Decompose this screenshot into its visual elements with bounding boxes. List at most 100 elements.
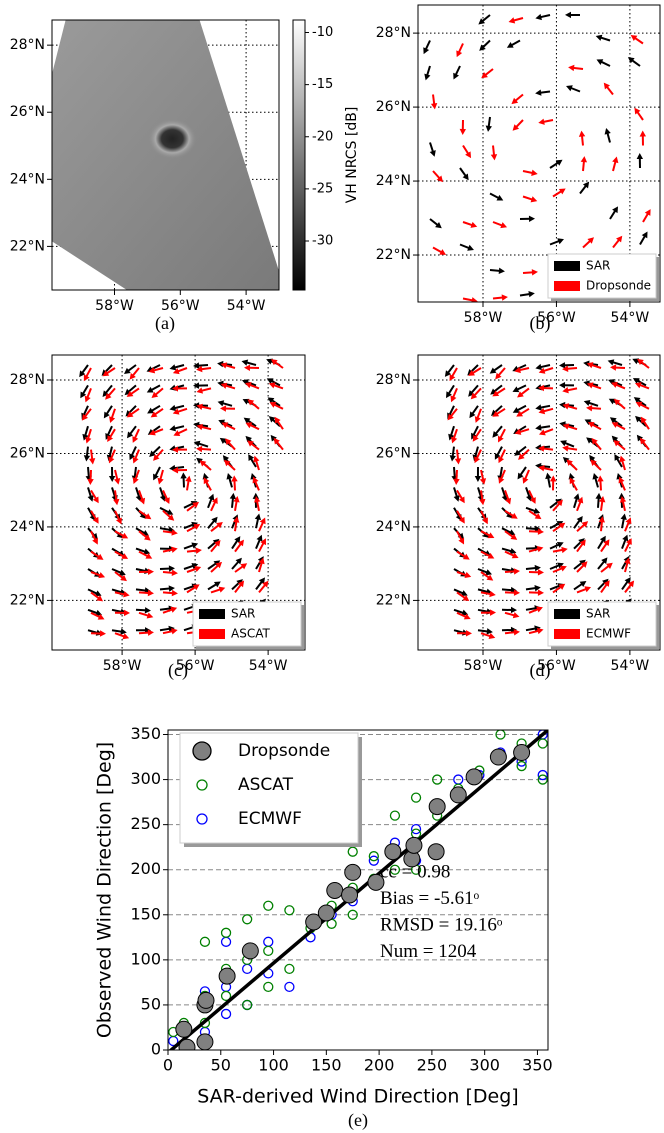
arrow-head [620, 513, 627, 520]
x-tick-label: 150 [311, 1056, 342, 1075]
scatter-point [241, 942, 259, 960]
legend-swatch [554, 629, 580, 639]
arrow-head [534, 525, 541, 533]
arrow-head [613, 398, 621, 406]
arrow-head [266, 358, 273, 365]
arrow-head [132, 456, 139, 464]
arrow-head [172, 385, 179, 392]
arrow-head [556, 499, 563, 507]
legend-marker [192, 741, 212, 761]
arrow-head [157, 477, 164, 485]
arrow-head [592, 472, 599, 480]
arrow-head [171, 628, 178, 635]
arrow-head [191, 542, 199, 549]
arrow-head [640, 416, 647, 424]
arrow-head [616, 472, 623, 480]
arrow-head [632, 358, 640, 365]
arrow-head [508, 17, 516, 24]
arrow-head [457, 532, 465, 540]
y-tick-label: 300 [130, 769, 161, 788]
scatter-point [305, 913, 323, 931]
arrow-head [581, 521, 589, 528]
arrow-head [121, 532, 129, 539]
legend-label: Dropsonde [238, 741, 330, 761]
arrow-head [171, 569, 178, 576]
arrow-head [172, 467, 179, 474]
arrow-head [557, 238, 564, 245]
arrow-head [102, 370, 110, 377]
arrow-head [468, 390, 475, 397]
arrow-head [163, 497, 170, 505]
arrow-head [603, 580, 610, 587]
arrow-head [528, 290, 535, 298]
arrow-head [596, 59, 604, 65]
arrow-head [450, 395, 457, 403]
scatter-point [178, 1038, 196, 1050]
arrow-head [220, 362, 228, 369]
x-tick-label: 250 [417, 1056, 448, 1075]
arrow-head [472, 434, 479, 442]
arrow-head [462, 594, 470, 602]
arrow-head [555, 159, 563, 166]
arrow-head [121, 553, 129, 559]
arrow-head [513, 568, 520, 575]
scatter-point [384, 843, 402, 861]
arrow-head [267, 397, 275, 404]
arrow-head [618, 492, 625, 499]
arrow-head [619, 455, 626, 463]
arrow-head [126, 411, 134, 418]
colorbar-tick-label: -15 [312, 77, 333, 92]
scatter-point [513, 744, 531, 762]
arrow-head [586, 437, 593, 444]
arrow-head [116, 517, 122, 525]
arrow-head [562, 423, 570, 430]
arrow-head [87, 478, 94, 485]
arrow-head [506, 42, 514, 48]
arrow-head [451, 436, 458, 444]
arrow-head [96, 553, 104, 560]
arrow-head [560, 440, 567, 447]
x-tick-label: 200 [364, 1056, 395, 1075]
arrow-head [494, 452, 501, 460]
arrow-head [146, 386, 154, 393]
arrow-head [579, 559, 586, 566]
arrow-head [501, 294, 508, 301]
arrow-head [512, 407, 520, 413]
arrow-head [583, 360, 590, 367]
arrow-head [234, 536, 241, 543]
arrow-head [250, 472, 257, 480]
arrow-head [531, 169, 538, 176]
arrow-head [435, 222, 442, 229]
arrow-head [196, 403, 203, 410]
plot-area [168, 730, 548, 1050]
arrow-head [105, 393, 112, 400]
y-tick-label: 26°N [10, 104, 45, 120]
arrow-head [635, 415, 642, 423]
colorbar-tick-label: -25 [312, 181, 333, 196]
arrow-head [535, 404, 542, 411]
arrow-head [253, 455, 260, 463]
arrow-head [595, 34, 603, 41]
arrow-head [83, 374, 90, 382]
arrow-head [195, 547, 202, 554]
arrow-head [641, 231, 648, 239]
arrow-head [612, 156, 619, 164]
arrow-head [120, 628, 127, 635]
scatter-point [410, 824, 422, 835]
arrow-head [535, 89, 542, 96]
arrow-head [604, 128, 611, 135]
arrow-head [606, 562, 613, 569]
y-axis-label: Observed Wind Direction [Deg] [94, 742, 116, 1038]
arrow-head [498, 435, 504, 443]
arrow-head [616, 235, 623, 243]
arrow-head [534, 564, 541, 572]
arrow-head [530, 196, 538, 203]
x-tick-label: 54°W [611, 310, 650, 326]
arrow-head [487, 552, 495, 559]
arrow-head [85, 436, 92, 444]
arrow-head [92, 516, 99, 524]
scatter-point [317, 904, 335, 922]
arrow-head [193, 402, 200, 409]
scatter-point [220, 990, 232, 1002]
x-tick-label: 54°W [227, 298, 266, 314]
